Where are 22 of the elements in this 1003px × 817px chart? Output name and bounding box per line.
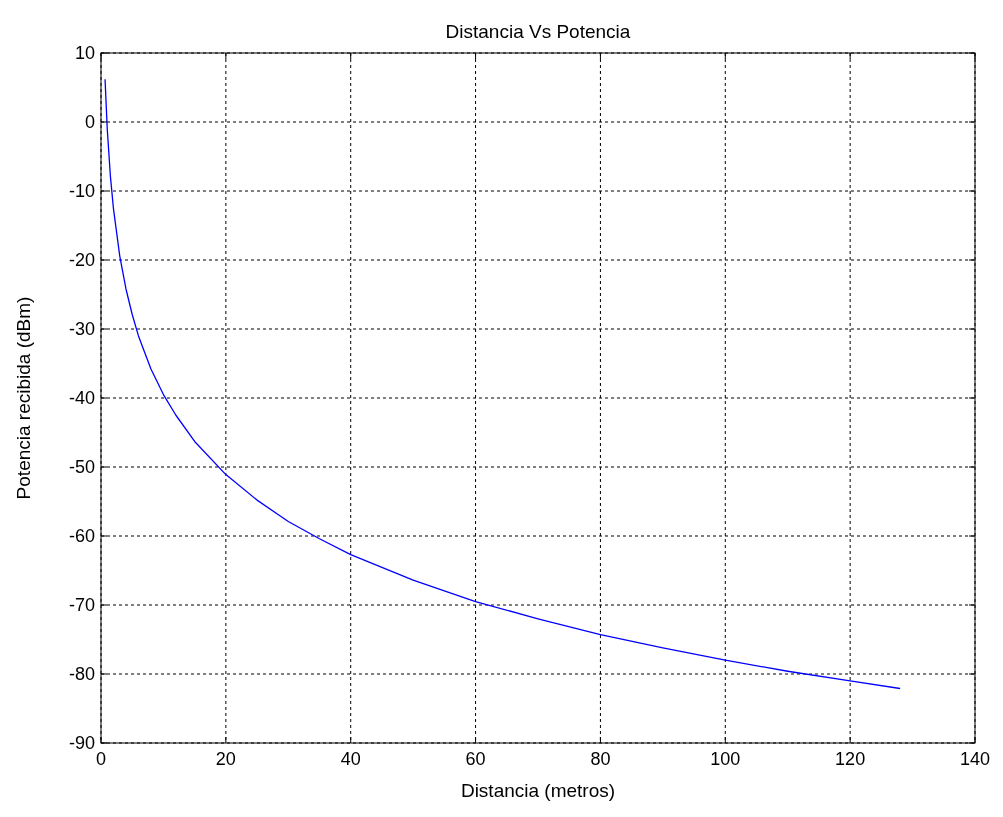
y-tick-label: -70: [68, 595, 95, 615]
x-tick-label: 20: [215, 749, 236, 769]
y-tick-label: 10: [74, 43, 95, 63]
y-tick-label: -10: [68, 181, 95, 201]
x-tick-label: 120: [835, 749, 866, 769]
y-tick-label: -90: [68, 733, 95, 753]
line-series: [104, 78, 901, 690]
y-tick-label: -40: [68, 388, 95, 408]
y-axis-title: Potencia recibida (dBm): [13, 296, 34, 500]
y-tick-label: -50: [68, 457, 95, 477]
y-tick-label: -30: [68, 319, 95, 339]
y-tick-label: 0: [84, 112, 95, 132]
chart-title: Distancia Vs Potencia: [445, 21, 631, 42]
x-tick-label: 100: [710, 749, 741, 769]
y-tick-label: -80: [68, 664, 95, 684]
x-tick-label: 80: [590, 749, 611, 769]
y-tick-label: -60: [68, 526, 95, 546]
y-tick-label: -20: [68, 250, 95, 270]
x-tick-label: 60: [465, 749, 486, 769]
x-tick-label: 140: [959, 749, 991, 769]
x-axis-title: Distancia (metros): [460, 780, 616, 801]
x-tick-label: 40: [340, 749, 361, 769]
